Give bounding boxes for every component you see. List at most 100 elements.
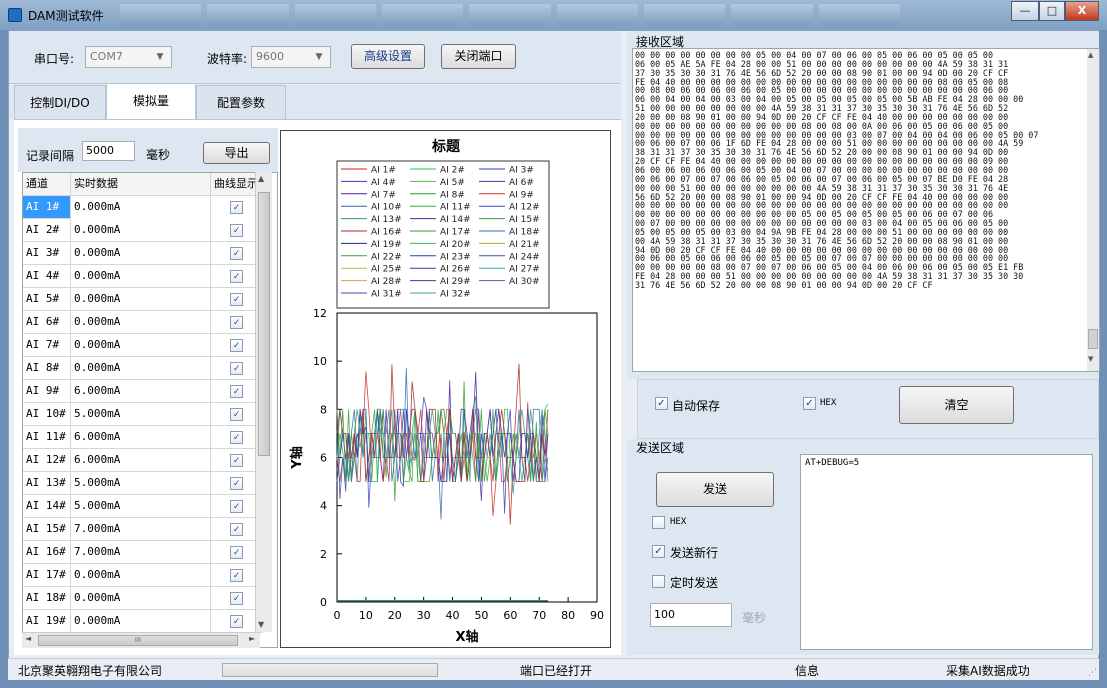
progress-bar (222, 663, 438, 677)
table-hscroll[interactable]: ◄ III ► (22, 632, 260, 648)
chart-panel: 标题 AI 1# AI 2# AI 3# AI 4# AI 5# AI 6# AI 7# AI … (280, 130, 611, 648)
table-row[interactable]: AI 6# 0.000mA ✓ (23, 311, 263, 334)
scroll-down-icon[interactable]: ▼ (1088, 355, 1094, 363)
scroll-left-icon[interactable]: ◄ (25, 634, 32, 643)
vscroll-thumb[interactable] (258, 192, 270, 456)
x-tick-label: 20 (388, 609, 402, 622)
table-row[interactable]: AI 15# 7.000mA ✓ (23, 518, 263, 541)
maximize-button[interactable]: □ (1039, 1, 1065, 21)
send-hex-checkbox[interactable] (652, 516, 665, 529)
table-row[interactable]: AI 13# 5.000mA ✓ (23, 472, 263, 495)
scroll-up-icon[interactable]: ▲ (1088, 51, 1094, 59)
baud-select[interactable]: 9600 ▼ (251, 46, 331, 68)
legend-label: AI 14# (440, 215, 471, 225)
curve-checkbox[interactable]: ✓ (230, 615, 243, 628)
header-curve: 曲线显示 (214, 177, 258, 190)
curve-checkbox[interactable]: ✓ (230, 569, 243, 582)
channel-name: AI 13# (23, 472, 71, 495)
scroll-right-icon[interactable]: ► (249, 634, 256, 643)
x-axis-label: X轴 (455, 629, 478, 645)
curve-checkbox[interactable]: ✓ (230, 270, 243, 283)
curve-checkbox[interactable]: ✓ (230, 454, 243, 467)
curve-checkbox[interactable]: ✓ (230, 247, 243, 260)
close-button[interactable]: X (1065, 1, 1099, 21)
table-row[interactable]: AI 9# 6.000mA ✓ (23, 380, 263, 403)
curve-cell: ✓ (211, 242, 263, 265)
x-tick-label: 10 (359, 609, 373, 622)
legend-label: AI 21# (509, 240, 540, 250)
scroll-down-icon[interactable]: ▼ (258, 620, 265, 629)
channel-name: AI 8# (23, 357, 71, 380)
curve-checkbox[interactable]: ✓ (230, 477, 243, 490)
table-row[interactable]: AI 12# 6.000mA ✓ (23, 449, 263, 472)
curve-checkbox[interactable]: ✓ (230, 293, 243, 306)
channel-name: AI 17# (23, 564, 71, 587)
tab-analog[interactable]: 模拟量 (106, 83, 196, 119)
curve-cell: ✓ (211, 564, 263, 587)
timed-interval-input[interactable]: 100 (650, 603, 732, 627)
curve-checkbox[interactable]: ✓ (230, 592, 243, 605)
table-row[interactable]: AI 7# 0.000mA ✓ (23, 334, 263, 357)
table-row[interactable]: AI 2# 0.000mA ✓ (23, 219, 263, 242)
send-newline-checkbox[interactable]: ✓ (652, 545, 665, 558)
hscroll-thumb[interactable]: III (38, 635, 238, 646)
receive-hex-checkbox[interactable]: ✓ (803, 397, 816, 410)
baud-label: 波特率: (207, 52, 248, 66)
channel-name: AI 9# (23, 380, 71, 403)
channel-name: AI 15# (23, 518, 71, 541)
table-row[interactable]: AI 11# 6.000mA ✓ (23, 426, 263, 449)
clear-button[interactable]: 清空 (899, 386, 1014, 424)
minimize-button[interactable]: — (1011, 1, 1039, 21)
receive-scroll-thumb[interactable] (1088, 329, 1098, 349)
table-row[interactable]: AI 10# 5.000mA ✓ (23, 403, 263, 426)
channel-name: AI 5# (23, 288, 71, 311)
tab-control-dido[interactable]: 控制DI/DO (14, 85, 106, 119)
channel-value: 0.000mA (71, 610, 211, 633)
curve-checkbox[interactable]: ✓ (230, 408, 243, 421)
y-axis-label: Y轴 (289, 446, 305, 469)
table-row[interactable]: AI 17# 0.000mA ✓ (23, 564, 263, 587)
table-row[interactable]: AI 16# 7.000mA ✓ (23, 541, 263, 564)
curve-checkbox[interactable]: ✓ (230, 362, 243, 375)
app-icon (8, 8, 22, 22)
curve-checkbox[interactable]: ✓ (230, 224, 243, 237)
y-tick-label: 4 (320, 500, 327, 513)
table-row[interactable]: AI 19# 0.000mA ✓ (23, 610, 263, 633)
curve-checkbox[interactable]: ✓ (230, 201, 243, 214)
curve-checkbox[interactable]: ✓ (230, 431, 243, 444)
curve-checkbox[interactable]: ✓ (230, 385, 243, 398)
table-row[interactable]: AI 5# 0.000mA ✓ (23, 288, 263, 311)
send-button[interactable]: 发送 (656, 472, 774, 507)
port-select[interactable]: COM7 ▼ (85, 46, 172, 68)
receive-vscroll[interactable]: ▲ ▼ (1087, 49, 1099, 371)
table-vscroll[interactable]: ▲ ▼ (255, 172, 272, 632)
timed-send-checkbox[interactable] (652, 575, 665, 588)
table-row[interactable]: AI 8# 0.000mA ✓ (23, 357, 263, 380)
interval-input[interactable]: 5000 (82, 141, 135, 161)
channel-value: 0.000mA (71, 219, 211, 242)
curve-cell: ✓ (211, 426, 263, 449)
advanced-settings-button[interactable]: 高级设置 (351, 44, 425, 69)
curve-checkbox[interactable]: ✓ (230, 339, 243, 352)
table-row[interactable]: AI 14# 5.000mA ✓ (23, 495, 263, 518)
table-row[interactable]: AI 18# 0.000mA ✓ (23, 587, 263, 610)
channel-value: 7.000mA (71, 518, 211, 541)
curve-checkbox[interactable]: ✓ (230, 500, 243, 513)
table-row[interactable]: AI 1# 0.000mA ✓ (23, 196, 263, 219)
legend-label: AI 24# (509, 252, 540, 262)
export-button[interactable]: 导出 (203, 142, 270, 164)
receive-textarea[interactable]: 00 00 00 00 00 00 00 00 05 00 04 00 07 0… (632, 48, 1100, 372)
channel-name: AI 12# (23, 449, 71, 472)
curve-checkbox[interactable]: ✓ (230, 523, 243, 536)
curve-checkbox[interactable]: ✓ (230, 316, 243, 329)
curve-checkbox[interactable]: ✓ (230, 546, 243, 559)
channel-value: 6.000mA (71, 380, 211, 403)
table-row[interactable]: AI 3# 0.000mA ✓ (23, 242, 263, 265)
scroll-up-icon[interactable]: ▲ (258, 174, 265, 183)
close-port-button[interactable]: 关闭端口 (441, 44, 516, 69)
tab-config[interactable]: 配置参数 (196, 85, 286, 119)
auto-save-checkbox[interactable]: ✓ (655, 397, 668, 410)
legend-label: AI 12# (509, 203, 540, 213)
send-textarea[interactable]: AT+DEBUG=5 (800, 454, 1093, 650)
table-row[interactable]: AI 4# 0.000mA ✓ (23, 265, 263, 288)
